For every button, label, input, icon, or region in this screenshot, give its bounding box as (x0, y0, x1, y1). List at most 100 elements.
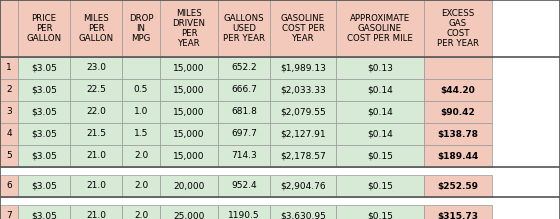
Bar (336, 145, 424, 167)
Bar (218, 205, 270, 219)
Bar (424, 57, 492, 79)
Bar (122, 101, 160, 123)
Text: $0.14: $0.14 (367, 85, 393, 95)
Text: DROP
IN
MPG: DROP IN MPG (129, 14, 153, 43)
Text: $2,127.91: $2,127.91 (280, 129, 326, 138)
Text: APPROXIMATE
GASOLINE
COST PER MILE: APPROXIMATE GASOLINE COST PER MILE (347, 14, 413, 43)
Text: MILES
DRIVEN
PER
YEAR: MILES DRIVEN PER YEAR (172, 9, 206, 48)
Text: 22.0: 22.0 (86, 108, 106, 117)
Bar (70, 145, 122, 167)
Bar (160, 145, 218, 167)
Bar (218, 175, 270, 197)
Text: 2: 2 (6, 85, 12, 95)
Text: $3.05: $3.05 (31, 108, 57, 117)
Bar (0, 0, 18, 57)
Bar (336, 0, 424, 57)
Bar (160, 175, 218, 197)
Text: 21.0: 21.0 (86, 182, 106, 191)
Text: 681.8: 681.8 (231, 108, 257, 117)
Bar (424, 145, 492, 167)
Bar (218, 101, 270, 123)
Text: 21.5: 21.5 (86, 129, 106, 138)
Text: $0.13: $0.13 (367, 64, 393, 72)
Text: GALLONS
USED
PER YEAR: GALLONS USED PER YEAR (223, 14, 265, 43)
Bar (218, 145, 270, 167)
Text: $2,079.55: $2,079.55 (280, 108, 326, 117)
Bar (18, 123, 70, 145)
Bar (424, 123, 492, 145)
Text: 21.0: 21.0 (86, 212, 106, 219)
Bar (0, 123, 18, 145)
Bar (122, 79, 160, 101)
Text: $44.20: $44.20 (441, 85, 475, 95)
Bar (218, 0, 270, 57)
Text: $0.15: $0.15 (367, 152, 393, 161)
Bar (424, 101, 492, 123)
Text: $0.14: $0.14 (367, 108, 393, 117)
Text: $3.05: $3.05 (31, 64, 57, 72)
Bar (424, 79, 492, 101)
Bar (336, 57, 424, 79)
Bar (18, 101, 70, 123)
Text: 666.7: 666.7 (231, 85, 257, 95)
Bar (0, 167, 560, 175)
Bar (70, 101, 122, 123)
Bar (160, 101, 218, 123)
Text: $252.59: $252.59 (437, 182, 478, 191)
Bar (270, 79, 336, 101)
Text: 22.5: 22.5 (86, 85, 106, 95)
Bar (270, 101, 336, 123)
Bar (160, 205, 218, 219)
Bar (122, 205, 160, 219)
Bar (336, 101, 424, 123)
Bar (336, 123, 424, 145)
Bar (160, 79, 218, 101)
Bar (70, 205, 122, 219)
Bar (270, 145, 336, 167)
Text: $3.05: $3.05 (31, 85, 57, 95)
Text: 20,000: 20,000 (173, 182, 205, 191)
Text: 15,000: 15,000 (173, 64, 205, 72)
Bar (336, 79, 424, 101)
Text: $2,178.57: $2,178.57 (280, 152, 326, 161)
Bar (270, 57, 336, 79)
Bar (218, 123, 270, 145)
Text: $2,033.33: $2,033.33 (280, 85, 326, 95)
Text: 714.3: 714.3 (231, 152, 257, 161)
Bar (424, 205, 492, 219)
Bar (70, 0, 122, 57)
Bar (0, 101, 18, 123)
Text: $3,630.95: $3,630.95 (280, 212, 326, 219)
Text: $3.05: $3.05 (31, 152, 57, 161)
Text: GASOLINE
COST PER
YEAR: GASOLINE COST PER YEAR (281, 14, 325, 43)
Text: 2.0: 2.0 (134, 152, 148, 161)
Text: 15,000: 15,000 (173, 85, 205, 95)
Bar (270, 123, 336, 145)
Text: 1190.5: 1190.5 (228, 212, 260, 219)
Bar (0, 175, 18, 197)
Text: $0.14: $0.14 (367, 129, 393, 138)
Bar (270, 175, 336, 197)
Bar (70, 123, 122, 145)
Bar (218, 57, 270, 79)
Text: $315.73: $315.73 (437, 212, 478, 219)
Text: 21.0: 21.0 (86, 152, 106, 161)
Bar (424, 175, 492, 197)
Bar (18, 79, 70, 101)
Bar (18, 145, 70, 167)
Text: 15,000: 15,000 (173, 129, 205, 138)
Text: 4: 4 (6, 129, 12, 138)
Text: 5: 5 (6, 152, 12, 161)
Text: 15,000: 15,000 (173, 152, 205, 161)
Text: 697.7: 697.7 (231, 129, 257, 138)
Text: 2.0: 2.0 (134, 182, 148, 191)
Bar (160, 0, 218, 57)
Text: 1: 1 (6, 64, 12, 72)
Bar (218, 79, 270, 101)
Bar (424, 0, 492, 57)
Bar (18, 205, 70, 219)
Text: 652.2: 652.2 (231, 64, 257, 72)
Text: $0.15: $0.15 (367, 212, 393, 219)
Bar (160, 57, 218, 79)
Bar (122, 0, 160, 57)
